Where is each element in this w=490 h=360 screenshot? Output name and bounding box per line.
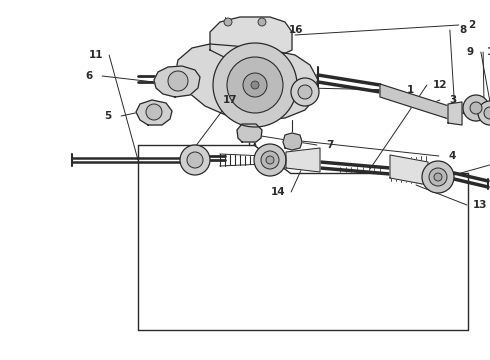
Circle shape [251, 81, 259, 89]
Circle shape [422, 161, 454, 193]
Text: 9: 9 [466, 47, 473, 57]
Text: 7: 7 [326, 140, 334, 150]
Circle shape [213, 43, 297, 127]
Circle shape [180, 145, 210, 175]
Polygon shape [210, 17, 292, 58]
Text: 3: 3 [449, 95, 457, 105]
Polygon shape [136, 100, 172, 125]
Polygon shape [237, 124, 262, 142]
Polygon shape [286, 148, 320, 172]
Circle shape [187, 152, 203, 168]
Text: 14: 14 [270, 187, 285, 197]
Text: 6: 6 [85, 71, 93, 81]
Text: 17: 17 [222, 95, 237, 105]
Polygon shape [448, 102, 462, 125]
Circle shape [254, 144, 286, 176]
Text: 2: 2 [468, 20, 476, 30]
Circle shape [470, 102, 482, 114]
Text: 12: 12 [433, 80, 447, 90]
Polygon shape [175, 44, 318, 120]
Circle shape [291, 78, 319, 106]
Polygon shape [283, 133, 302, 150]
Circle shape [224, 18, 232, 26]
Text: 10: 10 [487, 47, 490, 57]
Circle shape [146, 104, 162, 120]
Circle shape [168, 71, 188, 91]
Polygon shape [380, 84, 452, 120]
Circle shape [463, 95, 489, 121]
Text: 13: 13 [473, 200, 487, 210]
Circle shape [298, 85, 312, 99]
Circle shape [243, 73, 267, 97]
Circle shape [434, 173, 442, 181]
Circle shape [261, 151, 279, 169]
Circle shape [478, 101, 490, 125]
Text: 11: 11 [89, 50, 103, 60]
Text: 1: 1 [406, 85, 414, 95]
Text: 8: 8 [460, 25, 466, 35]
Circle shape [258, 18, 266, 26]
Polygon shape [154, 66, 200, 97]
Text: 5: 5 [104, 111, 112, 121]
Circle shape [227, 57, 283, 113]
Text: 16: 16 [289, 25, 303, 35]
Circle shape [429, 168, 447, 186]
Polygon shape [390, 155, 428, 185]
Circle shape [266, 156, 274, 164]
Circle shape [484, 107, 490, 119]
Text: 4: 4 [448, 151, 456, 161]
